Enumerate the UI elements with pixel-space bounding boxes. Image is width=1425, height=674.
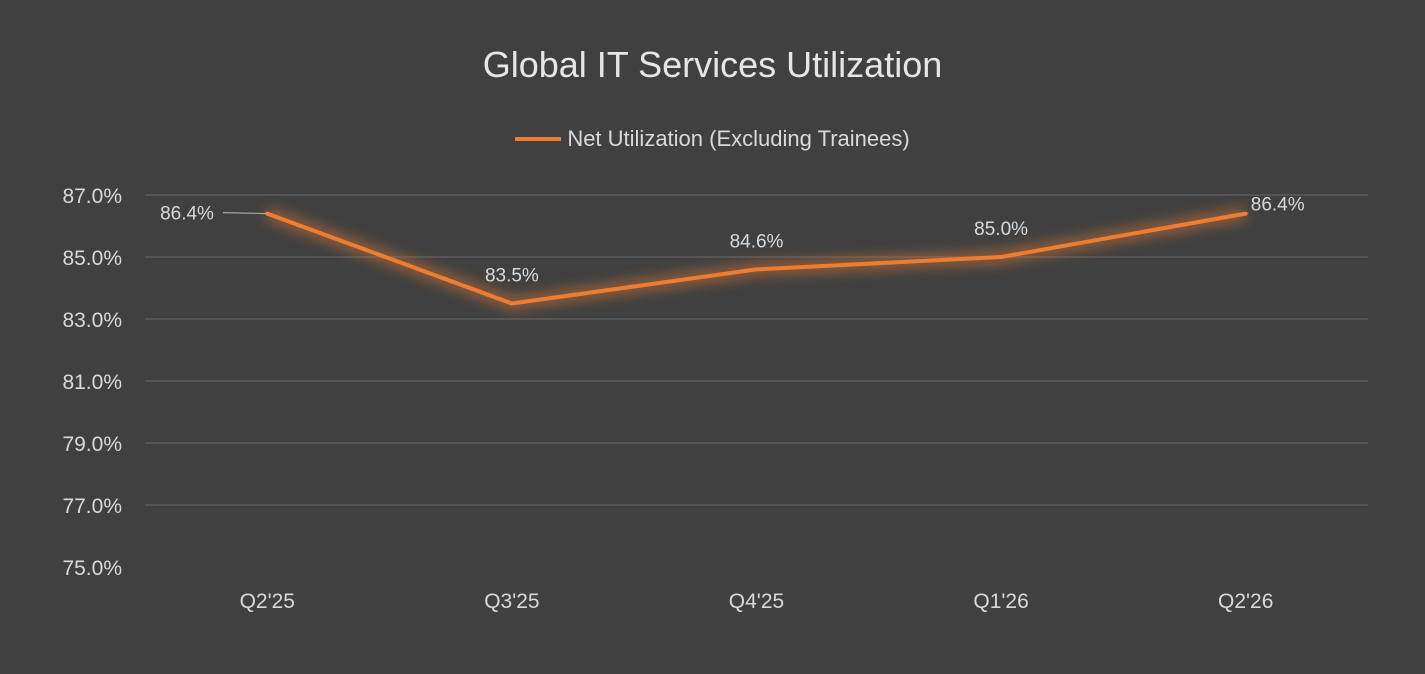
x-tick-label: Q3'25	[484, 590, 539, 613]
data-label: 86.4%	[1251, 195, 1305, 216]
legend-label: Net Utilization (Excluding Trainees)	[567, 126, 910, 151]
y-tick-label: 75.0%	[62, 557, 122, 580]
x-tick-label: Q1'26	[973, 590, 1028, 613]
data-point	[754, 267, 759, 272]
x-tick-label: Q4'25	[729, 590, 784, 613]
series-line	[266, 211, 1247, 306]
data-label: 83.5%	[485, 266, 539, 287]
data-point	[1243, 211, 1248, 216]
legend: Net Utilization (Excluding Trainees)	[0, 126, 1425, 152]
x-tick-label: Q2'25	[240, 590, 295, 613]
chart-title: Global IT Services Utilization	[482, 44, 943, 85]
y-tick-label: 77.0%	[62, 495, 122, 518]
x-tick-label: Q2'26	[1218, 590, 1273, 613]
data-point	[509, 301, 514, 306]
data-label: 86.4%	[160, 204, 214, 225]
data-label: 84.6%	[730, 231, 784, 252]
legend-swatch	[515, 137, 562, 141]
y-tick-label: 79.0%	[62, 433, 122, 456]
y-tick-label: 85.0%	[62, 247, 122, 270]
y-tick-label: 83.0%	[62, 309, 122, 332]
leader-line	[222, 212, 268, 215]
data-point	[999, 255, 1004, 259]
series-line-glow	[264, 206, 1247, 311]
data-label: 85.0%	[974, 219, 1028, 240]
y-tick-label: 87.0%	[62, 185, 122, 208]
y-tick-label: 81.0%	[62, 371, 122, 394]
